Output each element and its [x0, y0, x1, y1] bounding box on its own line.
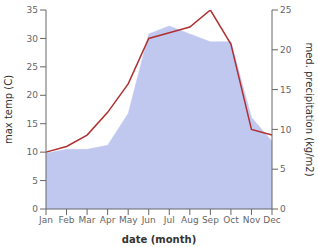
- svg-text:Nov: Nov: [243, 215, 261, 225]
- svg-text:15: 15: [280, 85, 291, 95]
- svg-text:10: 10: [27, 147, 39, 157]
- svg-text:35: 35: [27, 5, 38, 15]
- svg-text:5: 5: [32, 176, 38, 186]
- svg-text:10: 10: [280, 125, 292, 135]
- svg-text:Jan: Jan: [38, 215, 53, 225]
- svg-text:max temp (C): max temp (C): [8, 75, 14, 144]
- svg-text:20: 20: [27, 90, 39, 100]
- svg-text:May: May: [119, 215, 138, 225]
- svg-text:Jun: Jun: [141, 215, 156, 225]
- svg-text:5: 5: [280, 164, 286, 174]
- svg-text:Oct: Oct: [223, 215, 239, 225]
- svg-text:0: 0: [32, 204, 38, 214]
- svg-text:Sep: Sep: [202, 215, 219, 225]
- svg-text:25: 25: [280, 5, 291, 15]
- svg-text:30: 30: [27, 34, 39, 44]
- svg-text:Aug: Aug: [181, 215, 199, 225]
- svg-text:Jul: Jul: [163, 215, 175, 225]
- svg-text:Mar: Mar: [79, 215, 96, 225]
- svg-text:15: 15: [27, 119, 38, 129]
- svg-text:med. precipitation (kg/m2): med. precipitation (kg/m2): [304, 42, 310, 176]
- svg-text:Dec: Dec: [263, 215, 280, 225]
- svg-text:25: 25: [27, 62, 38, 72]
- svg-text:date (month): date (month): [122, 234, 196, 245]
- svg-text:20: 20: [280, 45, 292, 55]
- svg-text:Apr: Apr: [100, 215, 116, 225]
- svg-text:0: 0: [280, 204, 286, 214]
- svg-text:Feb: Feb: [59, 215, 75, 225]
